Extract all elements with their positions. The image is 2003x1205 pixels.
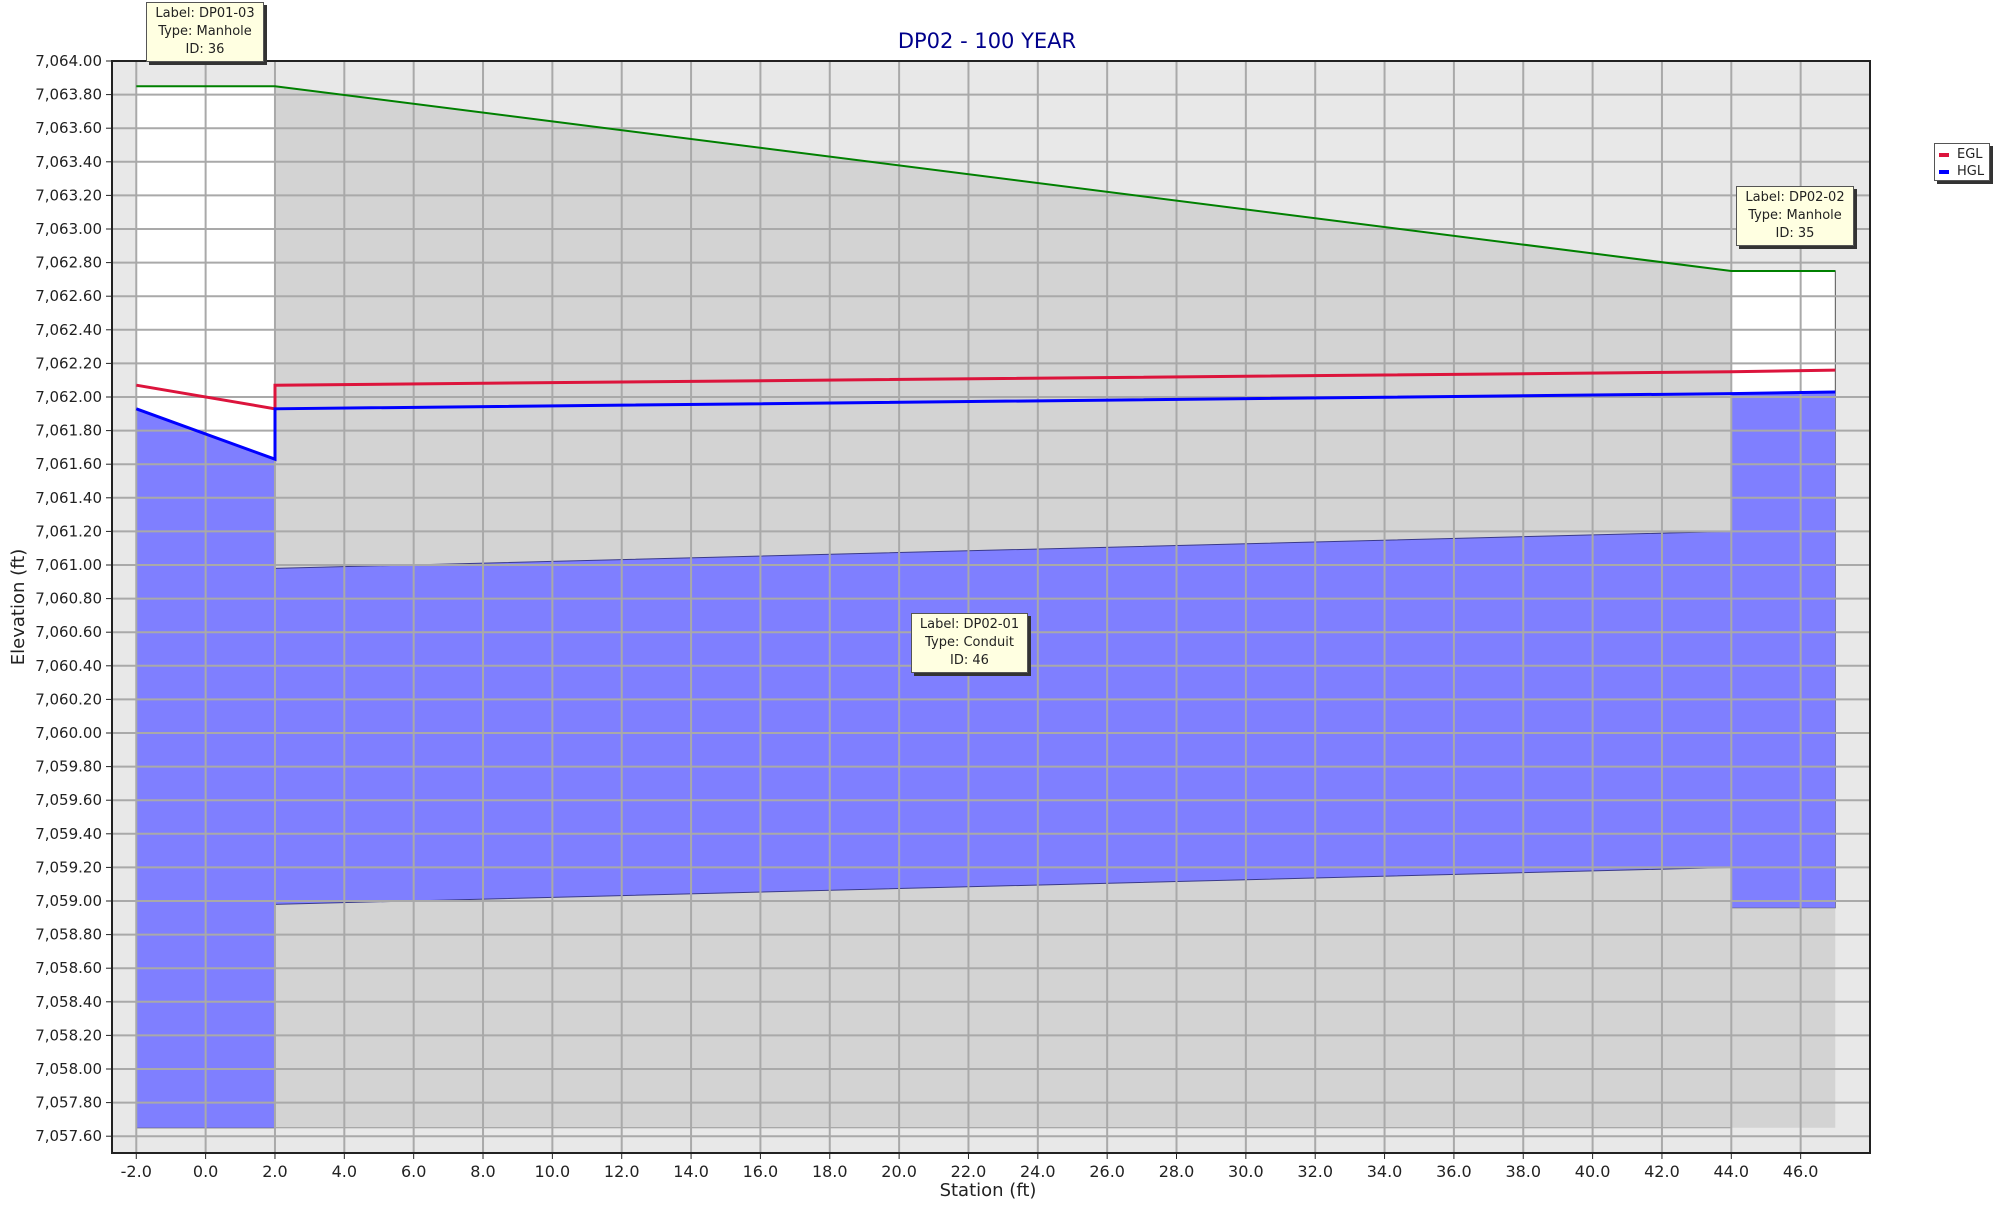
y-tick-label: 7,061.80: [35, 422, 102, 440]
y-tick-label: 7,064.00: [35, 52, 102, 70]
x-tick-label: 26.0: [1089, 1162, 1125, 1181]
x-tick-label: 44.0: [1713, 1162, 1749, 1181]
water-downstream-manhole: [1731, 392, 1836, 908]
tooltip-id: ID: 36: [185, 42, 225, 57]
x-tick-label: 0.0: [193, 1162, 218, 1181]
legend-item-hgl: HGL: [1939, 163, 1985, 180]
conduit-dp02-01: [274, 530, 1732, 905]
x-tick-label: 42.0: [1644, 1162, 1680, 1181]
x-axis-label: Station (ft): [940, 1180, 1037, 1201]
y-tick-label: 7,061.40: [35, 489, 102, 507]
x-tick-label: 36.0: [1436, 1162, 1472, 1181]
egl-swatch: [1939, 152, 1949, 157]
y-tick-label: 7,062.40: [35, 321, 102, 339]
tooltip-type: Type: Manhole: [158, 24, 252, 39]
x-tick-label: 40.0: [1575, 1162, 1611, 1181]
x-tick-label: 46.0: [1783, 1162, 1819, 1181]
hgl-series-line: [135, 390, 1836, 462]
y-tick-label: 7,057.80: [35, 1094, 102, 1112]
y-tick-label: 7,060.40: [35, 657, 102, 675]
y-tick-label: 7,062.60: [35, 287, 102, 305]
y-tick-label: 7,059.80: [35, 758, 102, 776]
x-tick-label: 30.0: [1228, 1162, 1264, 1181]
y-tick-label: 7,063.60: [35, 119, 102, 137]
tooltip-id: ID: 46: [950, 653, 989, 668]
x-tick-label: 22.0: [951, 1162, 987, 1181]
x-tick-label: 20.0: [881, 1162, 917, 1181]
y-tick-label: 7,059.40: [35, 825, 102, 843]
x-tick-label: 6.0: [401, 1162, 426, 1181]
x-tick-label: 18.0: [812, 1162, 848, 1181]
y-tick-label: 7,063.00: [35, 220, 102, 238]
tooltip-manhole-dp01-03: Label: DP01-03 Type: Manhole ID: 36: [146, 2, 264, 62]
x-tick-label: 2.0: [262, 1162, 287, 1181]
y-tick-label: 7,059.20: [35, 858, 102, 876]
x-tick-label: 4.0: [332, 1162, 357, 1181]
tooltip-label: Label: DP02-01: [919, 617, 1020, 632]
x-tick-label: -2.0: [121, 1162, 152, 1181]
x-tick-label: 14.0: [673, 1162, 709, 1181]
grid-lines: [112, 60, 1870, 1153]
y-tick-label: 7,060.80: [35, 590, 102, 608]
y-tick-label: 7,060.20: [35, 690, 102, 708]
y-tick-label: 7,058.60: [35, 959, 102, 977]
y-tick-label: 7,057.60: [35, 1127, 102, 1145]
y-tick-label: 7,058.40: [35, 993, 102, 1011]
legend-label-egl: EGL: [1957, 147, 1983, 162]
tooltip-conduit-dp02-01: Label: DP02-01 Type: Conduit ID: 46: [911, 613, 1028, 673]
plot-frame: [111, 60, 1871, 1154]
y-tick-label: 7,059.60: [35, 791, 102, 809]
y-tick-label: 7,059.00: [35, 892, 102, 910]
y-tick-label: 7,060.00: [35, 724, 102, 742]
y-tick-label: 7,061.60: [35, 455, 102, 473]
y-tick-label: 7,058.20: [35, 1026, 102, 1044]
y-tick-label: 7,058.00: [35, 1060, 102, 1078]
axes: -2.0 0.0 2.0 4.0 6.0 8.0 10.0 12.0 14.0 16.0 18.0 2…: [35, 52, 1818, 1181]
y-tick-label: 7,060.60: [35, 623, 102, 641]
y-tick-label: 7,063.20: [35, 186, 102, 204]
tooltip-id: ID: 35: [1775, 226, 1815, 241]
x-tick-label: 8.0: [470, 1162, 495, 1181]
downstream-fill-below: [1731, 907, 1836, 1128]
x-tick-label: 24.0: [1020, 1162, 1056, 1181]
y-tick-label: 7,063.40: [35, 153, 102, 171]
x-tick-label: 12.0: [604, 1162, 640, 1181]
legend-label-hgl: HGL: [1957, 164, 1985, 179]
y-axis-label: Elevation (ft): [8, 549, 29, 665]
egl-series-line: [136, 368, 1836, 411]
tooltip-manhole-dp02-02: Label: DP02-02 Type: Manhole ID: 35: [1736, 186, 1854, 246]
tooltip-type: Type: Manhole: [1748, 208, 1842, 223]
ground-line: [136, 85, 1836, 272]
y-tick-label: 7,062.80: [35, 254, 102, 272]
tooltip-label: Label: DP02-02: [1745, 190, 1845, 205]
y-tick-label: 7,061.20: [35, 522, 102, 540]
y-tick-label: 7,061.00: [35, 556, 102, 574]
x-tick-label: 10.0: [535, 1162, 571, 1181]
y-tick-label: 7,063.80: [35, 86, 102, 104]
y-tick-label: 7,062.20: [35, 354, 102, 372]
x-tick-label: 34.0: [1367, 1162, 1403, 1181]
x-tick-label: 16.0: [743, 1162, 779, 1181]
x-tick-label: 38.0: [1505, 1162, 1541, 1181]
y-tick-label: 7,058.80: [35, 926, 102, 944]
x-tick-label: 28.0: [1159, 1162, 1195, 1181]
x-tick-label: 32.0: [1297, 1162, 1333, 1181]
y-tick-label: 7,062.00: [35, 388, 102, 406]
legend-item-egl: EGL: [1939, 146, 1985, 163]
legend: EGL HGL: [1934, 143, 1990, 181]
tooltip-label: Label: DP01-03: [155, 6, 255, 21]
chart-title: DP02 - 100 YEAR: [898, 29, 1076, 53]
tooltip-type: Type: Conduit: [925, 635, 1014, 650]
hgl-swatch: [1939, 169, 1949, 174]
